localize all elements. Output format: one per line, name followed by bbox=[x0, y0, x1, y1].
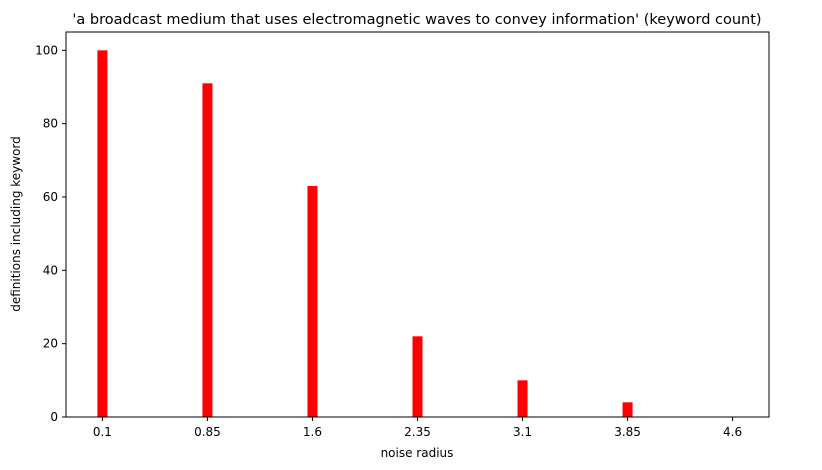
x-axis-ticks: 0.1 0.85 1.6 2.35 3.1 3.85 4.6 bbox=[93, 417, 742, 439]
bars-group bbox=[97, 50, 633, 417]
x-tick-label: 2.35 bbox=[404, 425, 431, 439]
x-tick-label: 3.85 bbox=[614, 425, 641, 439]
y-tick-label: 60 bbox=[43, 190, 58, 204]
y-axis-ticks: 0 20 40 60 80 100 bbox=[35, 43, 66, 424]
y-tick-label: 20 bbox=[43, 337, 58, 351]
bar-0.85 bbox=[202, 83, 213, 417]
y-tick-label: 100 bbox=[35, 43, 58, 57]
y-tick-label: 0 bbox=[50, 410, 58, 424]
x-tick-label: 0.1 bbox=[93, 425, 112, 439]
plot-frame bbox=[65, 31, 770, 418]
y-tick-label: 40 bbox=[43, 263, 58, 277]
bar-3.85 bbox=[622, 402, 633, 417]
chart-title: 'a broadcast medium that uses electromag… bbox=[72, 12, 761, 28]
bar-1.6 bbox=[307, 186, 318, 417]
bar-3.1 bbox=[517, 380, 528, 417]
x-axis-label: noise radius bbox=[381, 446, 454, 460]
bar-2.35 bbox=[412, 336, 423, 417]
x-tick-label: 0.85 bbox=[194, 425, 221, 439]
bar-0.1 bbox=[97, 50, 108, 417]
y-tick-label: 80 bbox=[43, 117, 58, 131]
x-tick-label: 3.1 bbox=[513, 425, 532, 439]
x-tick-label: 1.6 bbox=[303, 425, 322, 439]
x-tick-label: 4.6 bbox=[723, 425, 742, 439]
y-axis-label: definitions including keyword bbox=[9, 136, 23, 312]
